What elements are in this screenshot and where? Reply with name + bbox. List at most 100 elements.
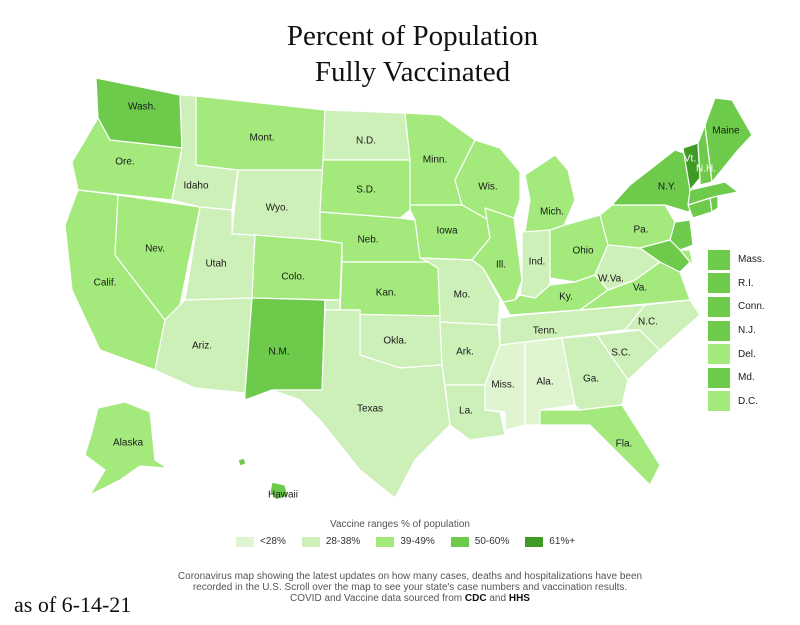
- small-state-label: D.C.: [738, 395, 758, 407]
- as-of-date: as of 6-14-21: [14, 592, 132, 617]
- small-state-item[interactable]: N.J.: [708, 319, 798, 343]
- label-minn: Minn.: [423, 155, 447, 166]
- state-hawaii[interactable]: [237, 457, 247, 467]
- label-mont: Mont.: [249, 133, 274, 144]
- legend-swatch: [525, 536, 544, 547]
- state-colo[interactable]: [251, 234, 343, 301]
- label-ny: N.Y.: [658, 182, 676, 193]
- state-nc[interactable]: [624, 299, 701, 351]
- legend-label: 28-38%: [325, 536, 361, 547]
- small-state-label: Del.: [738, 348, 756, 360]
- footnote-line1: Coronavirus map showing the latest updat…: [177, 571, 643, 582]
- label-fla: Fla.: [616, 439, 633, 450]
- label-sd: S.D.: [356, 185, 375, 196]
- legend-item: 39-49%: [376, 536, 435, 547]
- small-state-swatch: [708, 296, 730, 317]
- small-state-label: R.I.: [738, 277, 754, 289]
- legend-swatch: [450, 536, 469, 547]
- small-state-item[interactable]: Del.: [708, 342, 798, 366]
- small-state-item[interactable]: Mass.: [708, 248, 798, 272]
- small-state-item[interactable]: D.C.: [708, 390, 798, 414]
- small-state-label: Md.: [738, 372, 755, 384]
- label-nc: N.C.: [638, 317, 658, 328]
- small-state-item[interactable]: Md.: [708, 366, 798, 390]
- state-alaska[interactable]: [84, 401, 186, 496]
- state-mich[interactable]: [524, 154, 576, 233]
- footnote: Coronavirus map showing the latest updat…: [150, 571, 670, 604]
- legend-item: <28%: [236, 536, 286, 547]
- small-state-label: Mass.: [738, 254, 765, 266]
- label-ore: Ore.: [115, 157, 134, 168]
- footnote-line3: COVID and Vaccine data sourced from CDC …: [150, 593, 670, 604]
- label-nd: N.D.: [356, 136, 376, 147]
- source-link-hhs[interactable]: HHS: [508, 593, 530, 604]
- legend-item: 61%+: [525, 536, 575, 547]
- legend-swatch: [301, 536, 320, 547]
- label-ohio: Ohio: [572, 246, 594, 257]
- state-sd[interactable]: [319, 159, 411, 219]
- state-wis[interactable]: [454, 139, 521, 219]
- small-states-legend: Mass. R.I. Conn. N.J. Del. Md. D.C.: [708, 248, 798, 413]
- small-state-swatch: [708, 391, 730, 412]
- label-idaho: Idaho: [183, 181, 208, 192]
- state-nh[interactable]: [697, 124, 713, 186]
- map-title: Percent of Population Fully Vaccinated: [0, 18, 800, 90]
- small-state-swatch: [708, 249, 730, 270]
- label-ga: Ga.: [583, 374, 599, 385]
- label-miss: Miss.: [491, 380, 514, 391]
- label-texas: Texas: [357, 404, 383, 415]
- legend-title: Vaccine ranges % of population: [330, 519, 470, 530]
- label-iowa: Iowa: [436, 226, 458, 237]
- label-va: Va.: [633, 283, 647, 294]
- label-ariz: Ariz.: [192, 341, 212, 352]
- state-texas[interactable]: [271, 309, 451, 499]
- map-title-line1: Percent of Population: [286, 20, 539, 52]
- small-state-swatch: [708, 273, 730, 294]
- label-nm: N.M.: [268, 347, 289, 358]
- state-ri[interactable]: [709, 195, 719, 213]
- us-vaccination-map: Wash. Ore. Calif. Nev. Idaho Mont. Wyo. …: [64, 77, 753, 501]
- label-okla: Okla.: [383, 336, 406, 347]
- label-pa: Pa.: [633, 225, 648, 236]
- label-utah: Utah: [205, 259, 226, 270]
- label-neb: Neb.: [357, 235, 378, 246]
- footnote-and: and: [489, 593, 507, 604]
- label-wis: Wis.: [478, 182, 497, 193]
- label-kan: Kan.: [376, 288, 397, 299]
- state-maine[interactable]: [704, 97, 753, 183]
- footnote-source-text: COVID and Vaccine data sourced from: [290, 593, 463, 604]
- source-link-cdc[interactable]: CDC: [464, 593, 487, 604]
- legend-swatch: [376, 536, 395, 547]
- label-ind: Ind.: [529, 257, 546, 268]
- label-vt: Vt.: [684, 154, 696, 165]
- state-ny[interactable]: [611, 149, 696, 213]
- label-ark: Ark.: [456, 347, 474, 358]
- state-nj[interactable]: [669, 219, 694, 251]
- legend-label: 39-49%: [400, 536, 435, 547]
- state-hawaii-big[interactable]: [269, 481, 289, 501]
- legend-item: 50-60%: [450, 536, 510, 547]
- small-state-swatch: [708, 367, 730, 388]
- label-nev: Nev.: [145, 244, 165, 255]
- label-wash: Wash.: [128, 102, 156, 113]
- state-fla[interactable]: [539, 404, 661, 486]
- label-la: La.: [459, 406, 473, 417]
- label-sc: S.C.: [611, 348, 630, 359]
- small-state-item[interactable]: R.I.: [708, 272, 798, 296]
- small-state-swatch: [708, 320, 730, 341]
- label-ala: Ala.: [536, 377, 553, 388]
- legend-label: 50-60%: [474, 536, 510, 547]
- small-state-item[interactable]: Conn.: [708, 295, 798, 319]
- color-legend: <28% 28-38% 39-49% 50-60% 61%+: [236, 536, 591, 547]
- label-tenn: Tenn.: [533, 326, 557, 337]
- state-de[interactable]: [679, 249, 694, 266]
- label-ill: Ill.: [496, 260, 506, 271]
- small-state-swatch: [708, 344, 730, 365]
- label-hawaii: Hawaii: [268, 490, 298, 501]
- label-maine: Maine: [712, 126, 740, 137]
- map-title-line2: Fully Vaccinated: [314, 56, 511, 88]
- label-ky: Ky.: [559, 292, 573, 303]
- label-mo: Mo.: [454, 290, 471, 301]
- label-wva: W.Va.: [598, 274, 624, 285]
- state-ma[interactable]: [687, 181, 739, 206]
